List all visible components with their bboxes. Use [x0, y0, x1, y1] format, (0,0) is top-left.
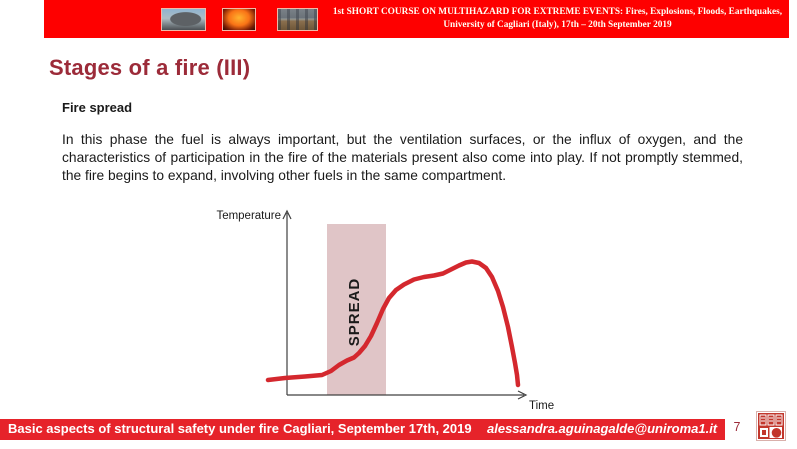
body-paragraph: In this phase the fuel is always importa…: [62, 132, 743, 183]
footer-course-name: Basic aspects of structural safety under…: [8, 421, 279, 436]
course-title: 1st SHORT COURSE ON MULTIHAZARD FOR EXTR…: [330, 6, 785, 31]
section-heading: Fire spread: [62, 100, 133, 115]
course-title-line2: University of Cagliari (Italy), 17th – 2…: [443, 19, 672, 30]
fire-thumbnail-image: [222, 8, 256, 31]
temperature-time-chart: Temperature Time SPREAD: [190, 198, 570, 420]
flood-thumbnail-image: [277, 8, 318, 31]
spread-annotation: SPREAD: [346, 278, 363, 347]
slide-title: Stages of a fire (III): [49, 55, 251, 80]
eruption-thumbnail-image: [161, 8, 206, 31]
page-number: 7: [733, 420, 741, 434]
y-axis-label: Temperature: [216, 210, 281, 222]
footer-bar: Basic aspects of structural safety under…: [0, 419, 725, 440]
seal-logo: [756, 411, 786, 441]
footer-date: Cagliari, September 17th, 2019: [283, 421, 472, 436]
course-title-line1: 1st SHORT COURSE ON MULTIHAZARD FOR EXTR…: [332, 7, 783, 17]
header-banner: 1st SHORT COURSE ON MULTIHAZARD FOR EXTR…: [44, 0, 789, 38]
y-axis-arrow-icon: [282, 209, 292, 220]
footer-email: alessandra.aguinagalde@uniroma1.it: [487, 421, 718, 436]
x-axis-arrow-icon: [517, 390, 528, 400]
x-axis-label: Time: [529, 400, 554, 412]
fire-curve: [265, 259, 521, 388]
